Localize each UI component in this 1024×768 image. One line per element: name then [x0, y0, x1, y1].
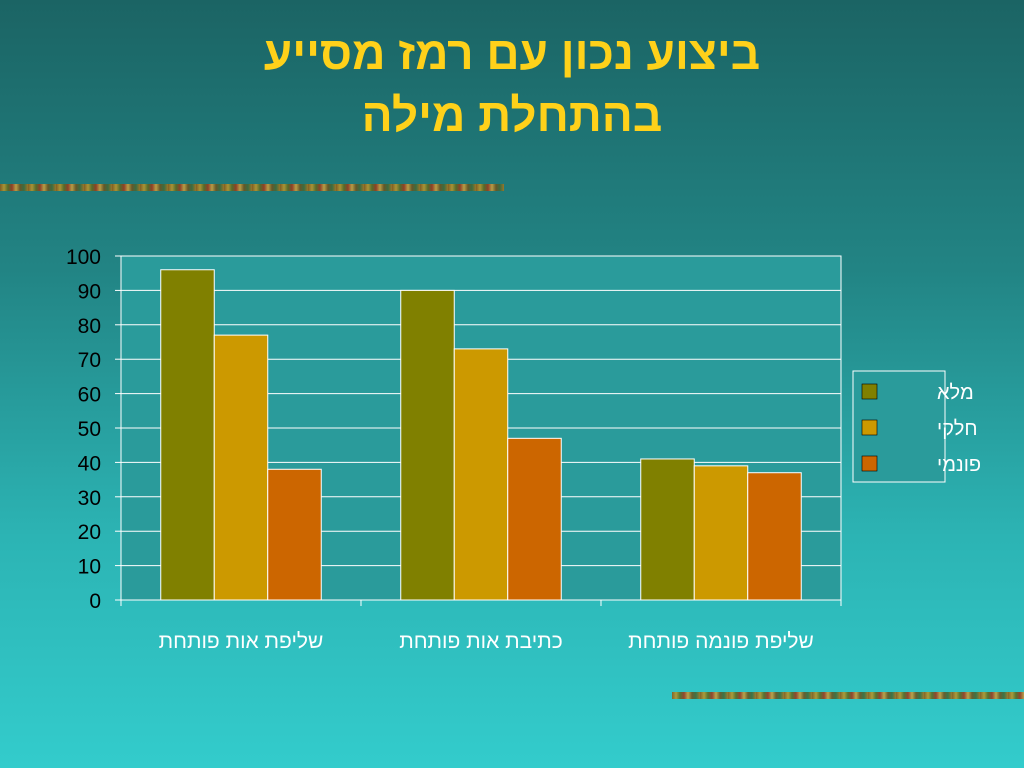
x-category-label: כתיבת אות פותחת	[399, 630, 563, 653]
legend-swatch	[861, 455, 878, 472]
x-category-label: שליפת אות פותחת	[159, 630, 324, 653]
y-tick-label: 60	[78, 384, 101, 407]
bar	[640, 458, 695, 601]
y-tick-label: 30	[78, 487, 101, 510]
decorative-stripe-top	[0, 184, 504, 191]
decorative-stripe-bottom	[672, 692, 1024, 699]
slide-title: ביצוע נכון עם רמז מסייע בהתחלת מילה	[0, 22, 1024, 146]
y-tick-label: 90	[78, 280, 101, 303]
legend-swatch	[861, 383, 878, 400]
title-line-1: ביצוע נכון עם רמז מסייע	[263, 27, 761, 79]
y-tick-label: 100	[66, 246, 101, 269]
y-tick-label: 50	[78, 418, 101, 441]
title-line-2: בהתחלת מילה	[361, 89, 663, 141]
y-tick-label: 70	[78, 349, 101, 372]
bar	[453, 348, 509, 601]
y-tick-label: 20	[78, 521, 101, 544]
bar	[213, 334, 269, 601]
bar	[507, 437, 562, 601]
y-tick-label: 40	[78, 452, 101, 475]
x-category-label: שליפת פונמה פותחת	[628, 630, 814, 653]
bar	[160, 269, 215, 601]
y-tick-label: 10	[78, 556, 101, 579]
legend-swatch	[861, 419, 878, 436]
legend-label: חלקי	[937, 418, 978, 440]
bar	[400, 289, 455, 601]
bar	[267, 468, 322, 601]
y-tick-label: 80	[78, 315, 101, 338]
legend-label: מלא	[937, 382, 974, 404]
y-tick-label: 0	[89, 590, 101, 613]
legend-label: פונמי	[937, 454, 981, 476]
bar	[747, 472, 802, 601]
bar	[693, 465, 749, 601]
